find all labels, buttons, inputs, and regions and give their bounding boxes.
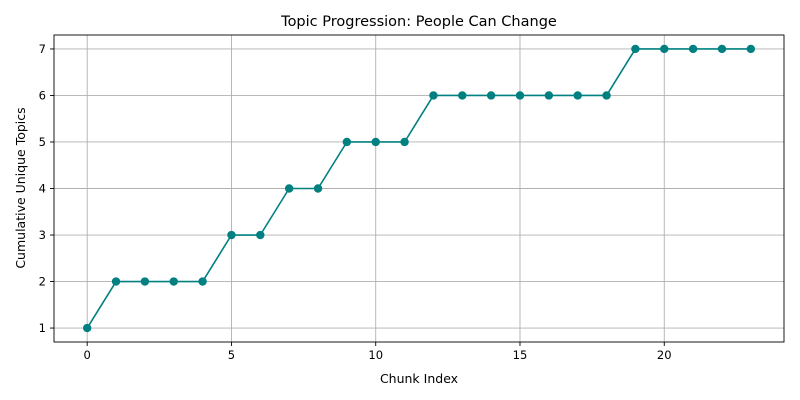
data-point [227,230,236,240]
data-point [602,91,611,100]
data-point [458,91,467,100]
data-point [515,91,525,100]
y-axis-label: Cumulative Unique Topics [13,107,28,268]
data-point [371,137,380,147]
y-tick-label: 3 [39,228,46,242]
data-series [82,44,756,333]
data-point [746,44,756,54]
y-tick-label: 2 [39,275,46,289]
data-point [631,44,640,54]
y-tick-label: 7 [39,42,46,56]
data-point [717,44,727,54]
x-tick-label: 5 [228,348,235,362]
grid-lines [54,35,784,342]
data-point [544,91,554,100]
data-point [198,277,207,286]
y-tick-label: 5 [39,135,46,149]
y-tick-label: 4 [39,182,46,196]
x-tick-label: 10 [368,348,383,362]
data-point [688,44,698,54]
data-point [169,277,178,286]
x-axis-label: Chunk Index [380,371,458,386]
data-point [660,44,669,54]
data-point [573,91,582,100]
data-point [313,184,323,193]
axis-ticks: 0 5 10 15 20 1 2 3 4 5 6 7 [39,42,672,362]
data-point [400,137,409,147]
data-point [284,184,294,193]
x-tick-label: 0 [84,348,91,362]
data-point [256,230,265,240]
data-point [429,91,438,100]
data-point [342,137,352,147]
data-point [140,277,150,286]
data-point [82,323,92,333]
x-tick-label: 15 [513,348,528,362]
data-point [486,91,496,100]
series-line [86,48,751,329]
x-tick-label: 20 [657,348,672,362]
data-point [111,277,121,286]
y-tick-label: 6 [39,88,46,102]
y-tick-label: 1 [39,321,46,335]
chart-title: Topic Progression: People Can Change [280,14,557,30]
